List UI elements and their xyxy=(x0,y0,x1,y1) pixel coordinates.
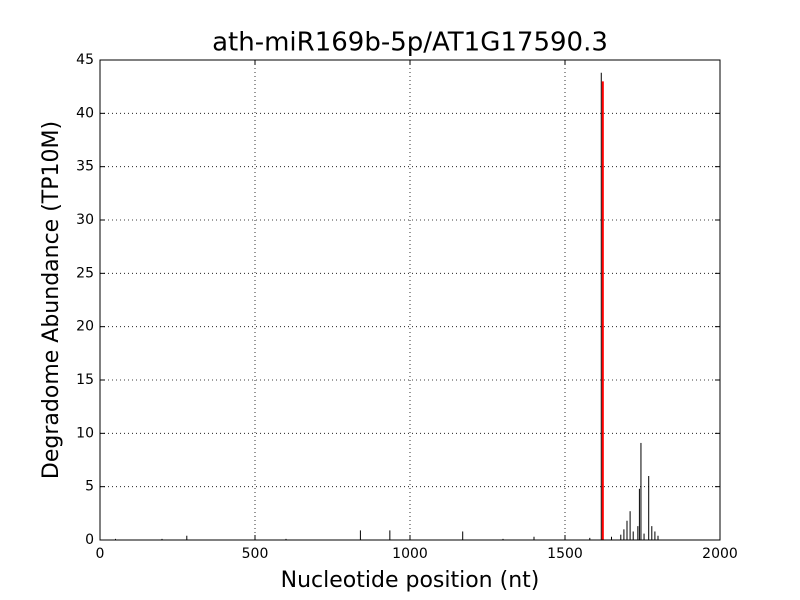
y-tick-label: 15 xyxy=(76,372,94,388)
x-tick-label: 1500 xyxy=(547,546,583,562)
y-tick-label: 20 xyxy=(76,319,94,335)
y-tick-label: 25 xyxy=(76,265,94,281)
x-axis-label: Nucleotide position (nt) xyxy=(281,568,540,593)
x-tick-label: 2000 xyxy=(702,546,738,562)
y-tick-label: 30 xyxy=(76,212,94,228)
x-tick-label: 0 xyxy=(96,546,105,562)
x-tick-label: 500 xyxy=(242,546,269,562)
y-tick-label: 5 xyxy=(85,479,94,495)
y-tick-label: 40 xyxy=(76,105,94,121)
y-axis-label: Degradome Abundance (TP10M) xyxy=(39,121,64,479)
y-tick-label: 45 xyxy=(76,52,94,68)
chart-title: ath-miR169b-5p/AT1G17590.3 xyxy=(212,28,608,58)
y-tick-label: 35 xyxy=(76,159,94,175)
x-tick-label: 1000 xyxy=(392,546,428,562)
plot-frame xyxy=(99,59,721,541)
y-tick-label: 0 xyxy=(85,532,94,548)
y-tick-label: 10 xyxy=(76,425,94,441)
